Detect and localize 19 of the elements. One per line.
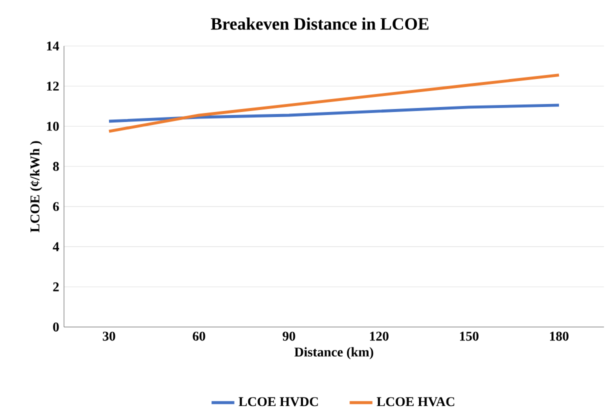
y-tick-label: 12 <box>47 82 59 90</box>
y-tick-label: 2 <box>53 282 59 292</box>
y-tick-label: 6 <box>53 202 59 211</box>
y-axis-title: LCOE (¢/kWh ) <box>30 140 42 232</box>
x-axis-title: Distance (km) <box>294 346 374 360</box>
x-tick-label: 30 <box>102 332 116 341</box>
y-tick-label: 8 <box>53 162 59 171</box>
y-tick-label: 0 <box>53 322 59 332</box>
x-tick-label: 150 <box>460 332 478 341</box>
y-tick-label: 14 <box>47 41 60 50</box>
legend-label: LCOE HVAC <box>376 397 454 406</box>
x-tick-label: 90 <box>282 332 296 341</box>
x-tick-label: 180 <box>550 332 568 341</box>
chart-title: Breakeven Distance in LCOE <box>210 17 428 30</box>
y-tick-label: 10 <box>47 122 59 131</box>
x-tick-label: 120 <box>370 332 388 341</box>
y-tick-label: 4 <box>52 242 60 251</box>
x-tick-label: 60 <box>192 332 206 341</box>
legend-label: LCOE HVDC <box>238 397 318 406</box>
